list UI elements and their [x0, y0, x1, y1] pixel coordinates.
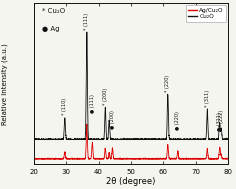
Text: * (200): * (200)	[103, 88, 108, 105]
Legend: Ag/Cu₂O, Cu₂O: Ag/Cu₂O, Cu₂O	[186, 5, 226, 22]
Text: * (311): * (311)	[205, 90, 210, 108]
Y-axis label: Relative Intensity (a.u.): Relative Intensity (a.u.)	[2, 43, 8, 125]
Text: ● Ag: ● Ag	[42, 26, 59, 32]
Text: * (111): * (111)	[84, 13, 89, 30]
X-axis label: 2θ (degree): 2θ (degree)	[106, 177, 156, 186]
Text: * Cu₂O: * Cu₂O	[42, 8, 65, 14]
Text: ● (200): ● (200)	[110, 110, 115, 129]
Text: * (222): * (222)	[219, 110, 224, 127]
Text: ● (311): ● (311)	[217, 112, 223, 131]
Text: * (110): * (110)	[62, 98, 67, 115]
Text: * (220): * (220)	[165, 75, 170, 92]
Text: ● (220): ● (220)	[175, 111, 180, 130]
Text: ● (111): ● (111)	[90, 94, 95, 113]
